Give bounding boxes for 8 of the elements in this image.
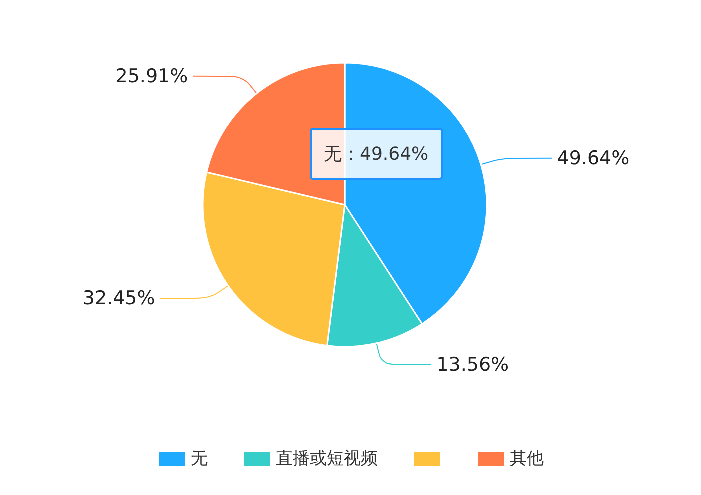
legend-label: 其他 [510, 449, 544, 469]
data-label: 13.56% [436, 354, 510, 376]
data-label: 25.91% [116, 65, 188, 88]
data-label: 49.64% [557, 147, 630, 170]
legend-label: 无 [191, 449, 208, 469]
data-label: 32.45% [82, 288, 156, 310]
text: 无：49.64% [310, 128, 443, 180]
legend-label: 直播或短视频 [276, 449, 378, 469]
